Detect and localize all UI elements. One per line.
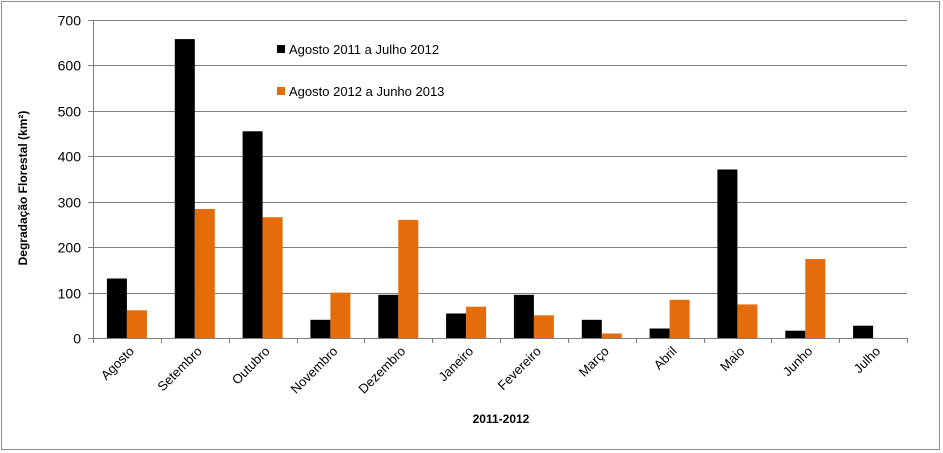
x-tick-label: Julho [851,344,884,377]
bar-series-2-agosto [126,310,147,338]
x-tick-label: Novembro [288,344,341,397]
y-tick-label: 300 [58,195,82,211]
x-axis-ticks: Agosto Setembro Outubro Novembro Dezembro Jan… [93,338,908,397]
x-tick-label: Agosto [98,344,137,383]
bar-series-1-setembro [174,39,195,338]
x-tick-label: Fevereiro [495,344,544,393]
y-tick-label: 200 [58,240,82,256]
y-axis-title: Degradação Florestal (km²) [16,111,30,266]
y-tick-label: 500 [58,104,82,120]
legend-swatch-series-1 [277,45,285,53]
bar-series-2-fevereiro [533,315,554,338]
y-tick-label: 0 [73,331,81,347]
x-tick-label: Junho [780,344,816,380]
bar-series-1-novembro [310,319,331,338]
legend: Agosto 2011 a Julho 2012 Agosto 2012 a J… [277,42,444,99]
legend-label-series-2: Agosto 2012 a Junho 2013 [289,84,444,99]
x-tick-label: Janeiro [435,344,476,385]
legend-swatch-series-2 [277,87,285,95]
y-tick-label: 100 [58,286,82,302]
legend-label-series-1: Agosto 2011 a Julho 2012 [289,42,439,57]
bar-series-1-agosto [106,278,127,338]
bar-series-1-junho [785,330,806,338]
y-tick-label: 700 [58,13,82,29]
x-tick-label: Março [576,344,612,380]
gridlines [93,20,907,294]
bar-series-2-mar-o [601,333,622,338]
y-tick-label: 400 [58,149,82,165]
bar-series-2-outubro [262,217,283,338]
bar-series-2-setembro [194,209,215,338]
bar-series-2-novembro [330,292,351,338]
bars [106,39,874,338]
bar-series-2-abril [669,299,690,338]
y-tick-label: 600 [58,58,82,74]
bar-series-1-abril [649,328,670,338]
bar-series-1-dezembro [378,294,399,338]
x-tick-label: Setembro [154,344,204,394]
bar-series-1-outubro [242,131,263,338]
x-axis-title: 2011-2012 [473,412,530,426]
bar-series-2-janeiro [466,306,487,338]
x-tick-label: Abril [651,343,680,372]
bar-series-2-dezembro [398,219,419,338]
bar-series-1-mar-o [581,319,602,338]
bar-series-2-junho [805,259,826,338]
x-tick-label: Outubro [229,344,273,388]
bar-series-1-julho [853,325,874,338]
bar-series-1-fevereiro [513,294,534,338]
bar-series-1-janeiro [446,313,467,338]
y-axis-ticks: 0 100 200 300 400 500 600 700 [58,13,93,347]
x-tick-label: Maio [717,344,748,375]
bar-series-1-maio [717,169,738,338]
bar-series-2-maio [737,304,758,338]
x-tick-label: Dezembro [355,344,408,397]
